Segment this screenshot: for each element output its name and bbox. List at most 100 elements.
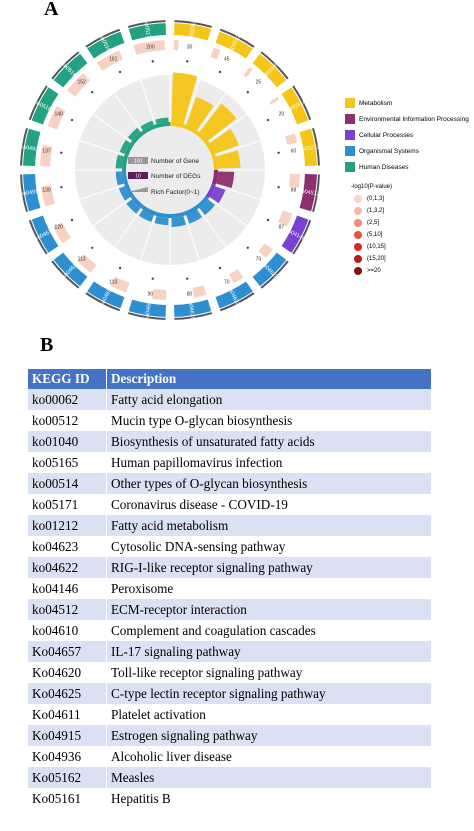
sector-divider [113,92,143,132]
inner-ring-segment [141,205,157,216]
deg-marker [60,151,63,154]
deg-marker [266,118,270,122]
gene-count-bar [47,106,66,130]
term-band [299,174,317,212]
tick-ring-segment [292,85,312,121]
gene-count-label: 90 [148,291,154,297]
gene-count-label: 88 [291,188,297,194]
gene-count-bar [110,276,130,293]
kegg-id-cell: ko05165 [28,452,107,473]
description-cell: Peroxisome [106,578,432,599]
description-cell: Complement and coagulation cascades [106,620,432,641]
term-band [252,53,287,88]
sector-divider [208,197,248,227]
table-header-row: KEGG ID Description [28,369,432,389]
inner-ring-segment [211,155,219,170]
table-row: ko05171 Coronavirus disease - COVID-19 [28,494,432,515]
gene-count-bar [133,40,165,55]
pvalue-legend-dot [354,195,362,203]
deg-marker [186,277,189,280]
center-legend-gene-value: 100 [134,159,143,165]
gene-count-label: 110 [109,279,117,285]
deg-marker [91,246,94,249]
legend-organismal: Organismal Systems [345,143,469,159]
tick-ring-segment [260,260,289,289]
kegg-id-cell: ko04610 [28,620,107,641]
description-cell: Measles [106,767,432,788]
deg-marker [277,186,280,189]
inner-ring-segment [205,183,216,199]
inner-ring-segment [170,211,185,219]
legend-label-organismal: Organismal Systems [359,147,419,155]
pvalue-legend-dot [354,219,362,227]
pvalue-legend-item: >=20 [351,265,392,277]
pvalue-legend-title: -log10(P-value) [351,184,393,190]
inner-ring-segment [183,205,199,216]
legend-metabolism: Metabolism [345,95,469,111]
deg-marker [186,60,189,63]
rich-factor-bar [199,103,237,141]
gene-count-label: 45 [224,57,230,63]
description-cell: Other types of O-glycan biosynthesis [106,473,432,494]
pvalue-legend-dot [354,243,362,251]
pvalue-legend-dot [354,255,362,263]
term-band [23,128,41,166]
term-id-label: ko00062 [188,20,197,42]
rich-factor-bar [171,72,198,124]
description-cell: Estrogen signaling pathway [106,725,432,746]
term-id-label: ko04610 [186,299,195,321]
center-legend-deg-value: 10 [135,174,141,180]
kegg-id-cell: ko01040 [28,431,107,452]
pvalue-legend-label: (0,1,3] [367,196,385,202]
deg-marker [266,218,270,222]
gene-count-label: 25 [256,80,262,86]
tick-ring-segment [20,127,28,166]
deg-marker [151,60,154,63]
term-band [281,215,309,253]
gene-count-bar [53,222,71,244]
legend-swatch-cellular [345,130,355,140]
rich-factor-bar [140,120,154,131]
tick-ring-segment [51,51,80,80]
legend-swatch-human-diseases [345,162,355,172]
pvalue-legend-dot [354,267,362,275]
rich-factor-bar [154,216,169,226]
term-band [281,87,309,125]
gene-count-bar [278,210,293,227]
rich-factor-bar [118,186,131,201]
rich-factor-bar [115,154,124,169]
tick-ring-segment [312,127,320,166]
sector-divider [208,113,248,143]
tick-ring-segment [312,174,320,213]
tick-ring-segment [28,85,48,121]
term-id-label: ko04915 [20,188,42,197]
kegg-id-cell: ko00062 [28,389,107,410]
tick-ring-segment [85,292,121,312]
gene-count-label: 161 [109,57,118,63]
inner-ring-segment [195,131,209,145]
term-id-label: ko04512 [298,188,320,197]
table-row: ko04610 Complement and coagulation cascad… [28,620,432,641]
pvalue-legend-item: (1,3,2] [351,205,392,217]
kegg-id-cell: ko04146 [28,578,107,599]
deg-marker [277,151,280,154]
tick-ring-segment [219,28,255,48]
term-band [174,23,212,41]
kegg-id-cell: ko04623 [28,536,107,557]
inner-ring-segment [155,122,170,129]
pvalue-legend-item: (5,10] [351,229,392,241]
pvalue-legend-item: (10,15] [351,241,392,253]
kegg-id-cell: ko00512 [28,410,107,431]
term-band [128,23,166,41]
tick-ring-segment [260,51,289,80]
inner-ring-segment [155,211,170,219]
term-band [87,281,125,309]
kegg-id-cell: Ko04611 [28,704,107,725]
gene-count-bar [41,185,55,207]
description-cell: C-type lectin receptor signaling pathway [106,683,432,704]
sector-divider [215,140,261,156]
gene-count-label: 60 [291,148,297,154]
rich-factor-bar [126,199,141,214]
term-id-label: ko05171 [142,20,151,42]
